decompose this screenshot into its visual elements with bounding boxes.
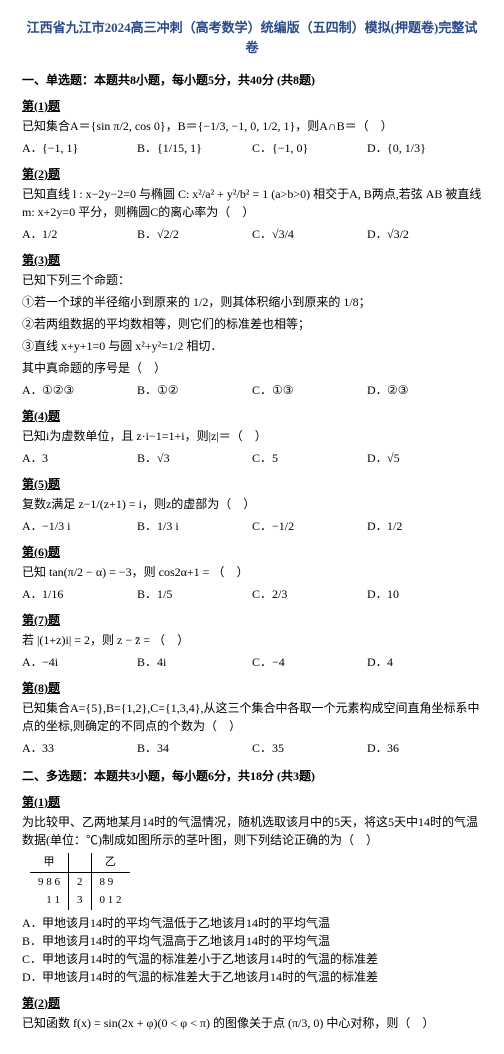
stem-leaf-diagram: 甲 乙 9 8 6 2 8 9 1 1 3 0 1 2	[30, 853, 130, 910]
leaf-row: 9 8 6	[30, 872, 69, 891]
q6-opt-a[interactable]: A．1/16	[22, 585, 137, 603]
leaf-row: 2	[69, 872, 92, 891]
q8-opt-c[interactable]: C．35	[252, 739, 367, 757]
q5-opt-d[interactable]: D．1/2	[367, 517, 482, 535]
q5-number: 第(5)题	[22, 475, 482, 493]
q3-tail: 其中真命题的序号是（ ）	[22, 359, 482, 377]
q6-number: 第(6)题	[22, 543, 482, 561]
q8-options: A．33 B．34 C．35 D．36	[22, 739, 482, 757]
q5-opt-b[interactable]: B．1/3 i	[137, 517, 252, 535]
leaf-header-left: 甲	[30, 853, 69, 872]
q4-number: 第(4)题	[22, 407, 482, 425]
q8-opt-b[interactable]: B．34	[137, 739, 252, 757]
q5-opt-a[interactable]: A．−1/3 i	[22, 517, 137, 535]
q2-options: A．1/2 B．√2/2 C．√3/4 D．√3/2	[22, 225, 482, 243]
m2-stem: 已知函数 f(x) = sin(2x + φ)(0 < φ < π) 的图像关于…	[22, 1014, 482, 1032]
q7-opt-b[interactable]: B．4i	[137, 653, 252, 671]
q7-opt-d[interactable]: D．4	[367, 653, 482, 671]
q6-options: A．1/16 B．1/5 C．2/3 D．10	[22, 585, 482, 603]
q3-line3: ③直线 x+y+1=0 与圆 x²+y²=1/2 相切．	[22, 337, 482, 355]
leaf-row: 1 1	[30, 891, 69, 910]
q3-options: A．①②③ B．①② C．①③ D．②③	[22, 381, 482, 399]
q3-line1: ①若一个球的半径缩小到原来的 1/2，则其体积缩小到原来的 1/8；	[22, 293, 482, 311]
leaf-row: 0 1 2	[91, 891, 130, 910]
q4-opt-b[interactable]: B．√3	[137, 449, 252, 467]
q4-options: A．3 B．√3 C．5 D．√5	[22, 449, 482, 467]
leaf-header-stem	[69, 853, 92, 872]
m1-number: 第(1)题	[22, 793, 482, 811]
leaf-row: 3	[69, 891, 92, 910]
q1-opt-d[interactable]: D．{0, 1/3}	[367, 139, 482, 157]
leaf-header-right: 乙	[91, 853, 130, 872]
q6-stem: 已知 tan(π/2 − α) = −3，则 cos2α+1 = （ ）	[22, 563, 482, 581]
q3-number: 第(3)题	[22, 251, 482, 269]
m1-stem: 为比较甲、乙两地某月14时的气温情况，随机选取该月中的5天，将这5天中14时的气…	[22, 813, 482, 849]
q4-stem: 已知i为虚数单位，且 z·i−1=1+i，则|z|＝（ ）	[22, 427, 482, 445]
q8-number: 第(8)题	[22, 679, 482, 697]
q4-opt-a[interactable]: A．3	[22, 449, 137, 467]
q4-opt-d[interactable]: D．√5	[367, 449, 482, 467]
exam-title: 江西省九江市2024高三冲刺（高考数学）统编版（五四制）模拟(押题卷)完整试卷	[22, 18, 482, 57]
q7-options: A．−4i B．4i C．−4 D．4	[22, 653, 482, 671]
q1-opt-a[interactable]: A．{−1, 1}	[22, 139, 137, 157]
q3-stem: 已知下列三个命题：	[22, 271, 482, 289]
q8-opt-d[interactable]: D．36	[367, 739, 482, 757]
q3-opt-a[interactable]: A．①②③	[22, 381, 137, 399]
q5-options: A．−1/3 i B．1/3 i C．−1/2 D．1/2	[22, 517, 482, 535]
q7-opt-c[interactable]: C．−4	[252, 653, 367, 671]
q5-opt-c[interactable]: C．−1/2	[252, 517, 367, 535]
q2-number: 第(2)题	[22, 165, 482, 183]
q2-stem: 已知直线 l : x−2y−2=0 与椭圆 C: x²/a² + y²/b² =…	[22, 185, 482, 221]
m1-opt-a[interactable]: A．甲地该月14时的平均气温低于乙地该月14时的平均气温	[22, 914, 482, 932]
q1-number: 第(1)题	[22, 97, 482, 115]
q2-opt-c[interactable]: C．√3/4	[252, 225, 367, 243]
section-1-header: 一、单选题：本题共8小题，每小题5分，共40分 (共8题)	[22, 71, 482, 89]
m2-number: 第(2)题	[22, 994, 482, 1012]
q8-opt-a[interactable]: A．33	[22, 739, 137, 757]
q1-opt-c[interactable]: C．{−1, 0}	[252, 139, 367, 157]
q2-opt-b[interactable]: B．√2/2	[137, 225, 252, 243]
q6-opt-b[interactable]: B．1/5	[137, 585, 252, 603]
m1-options: A．甲地该月14时的平均气温低于乙地该月14时的平均气温 B．甲地该月14时的平…	[22, 914, 482, 986]
q1-stem: 已知集合A＝{sin π/2, cos 0}，B＝{−1/3, −1, 0, 1…	[22, 117, 482, 135]
q4-opt-c[interactable]: C．5	[252, 449, 367, 467]
m1-opt-b[interactable]: B．甲地该月14时的平均气温高于乙地该月14时的平均气温	[22, 932, 482, 950]
section-2-header: 二、多选题：本题共3小题，每小题6分，共18分 (共3题)	[22, 767, 482, 785]
q3-opt-b[interactable]: B．①②	[137, 381, 252, 399]
q5-stem: 复数z满足 z−1/(z+1) = i，则z的虚部为（ ）	[22, 495, 482, 513]
m1-opt-d[interactable]: D．甲地该月14时的气温的标准差大于乙地该月14时的气温的标准差	[22, 968, 482, 986]
m1-opt-c[interactable]: C．甲地该月14时的气温的标准差小于乙地该月14时的气温的标准差	[22, 950, 482, 968]
q2-opt-d[interactable]: D．√3/2	[367, 225, 482, 243]
q1-options: A．{−1, 1} B．{1/15, 1} C．{−1, 0} D．{0, 1/…	[22, 139, 482, 157]
q3-line2: ②若两组数据的平均数相等，则它们的标准差也相等；	[22, 315, 482, 333]
leaf-row: 8 9	[91, 872, 130, 891]
q8-stem: 已知集合A={5},B={1,2},C={1,3,4},从这三个集合中各取一个元…	[22, 699, 482, 735]
q2-opt-a[interactable]: A．1/2	[22, 225, 137, 243]
q3-opt-d[interactable]: D．②③	[367, 381, 482, 399]
q6-opt-d[interactable]: D．10	[367, 585, 482, 603]
q3-opt-c[interactable]: C．①③	[252, 381, 367, 399]
q1-opt-b[interactable]: B．{1/15, 1}	[137, 139, 252, 157]
q7-number: 第(7)题	[22, 611, 482, 629]
q7-stem: 若 |(1+z)i| = 2，则 z − z̄ = （ ）	[22, 631, 482, 649]
q6-opt-c[interactable]: C．2/3	[252, 585, 367, 603]
q7-opt-a[interactable]: A．−4i	[22, 653, 137, 671]
